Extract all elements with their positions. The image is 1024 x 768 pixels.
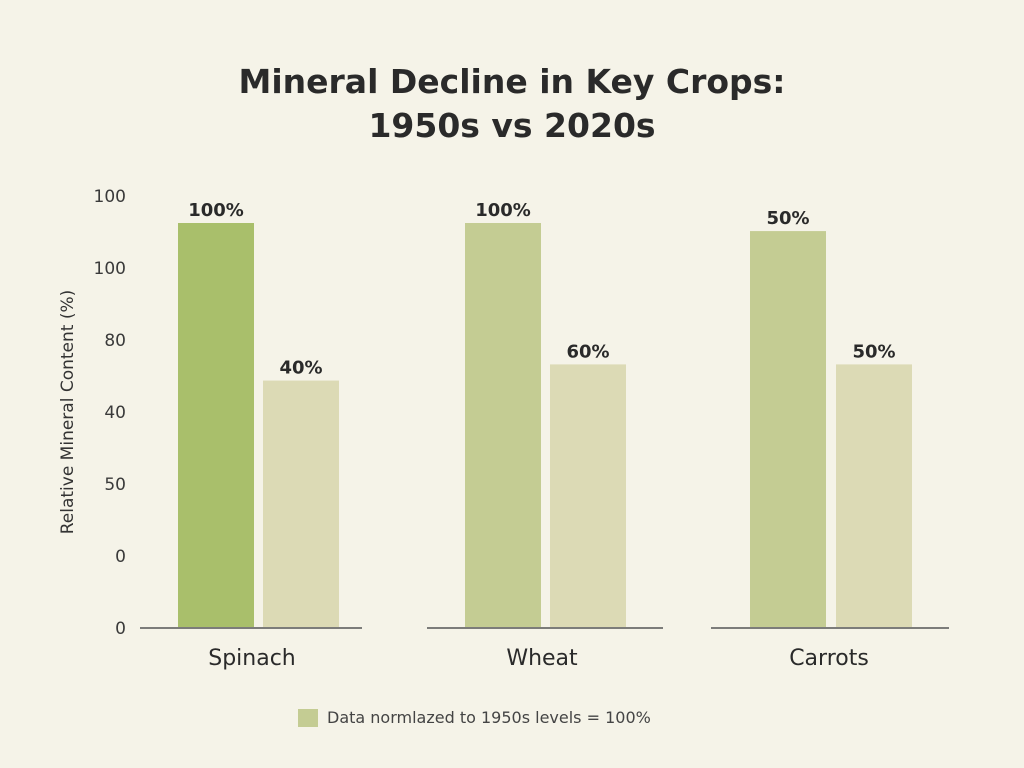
data-label-spinach-2020s: 40% [279,358,322,379]
y-tick-label: 40 [104,403,126,423]
data-label-wheat-1950s: 100% [475,200,531,221]
x-tick-label-spinach: Spinach [208,646,296,671]
data-label-carrots-1950s: 50% [766,208,809,229]
y-tick-label: 0 [115,619,126,639]
y-axis-label: Relative Mineral Content (%) [58,290,78,535]
bar-carrots-2020s [836,364,912,627]
legend-label: Data normlazed to 1950s levels = 100% [327,708,651,727]
data-label-spinach-1950s: 100% [188,200,244,221]
chart-title: Mineral Decline in Key Crops: 1950s vs 2… [0,60,1024,148]
bar-wheat-1950s [465,223,541,627]
data-label-carrots-2020s: 50% [852,341,895,362]
bar-spinach-2020s [263,380,339,627]
bar-spinach-1950s [178,223,254,627]
y-tick-label: 100 [94,187,126,207]
legend-swatch [298,708,318,727]
x-tick-label-carrots: Carrots [789,646,869,671]
y-tick-label: 0 [115,547,126,567]
y-tick-label: 80 [104,331,126,351]
legend: Data normlazed to 1950s levels = 100% [298,708,651,727]
chart-title-line-1: Mineral Decline in Key Crops: [238,62,786,101]
y-tick-label: 100 [94,259,126,279]
x-tick-label-wheat: Wheat [506,646,578,671]
y-tick-label: 50 [104,475,126,495]
bar-wheat-2020s [550,364,626,627]
chart-subtitle: 1950s vs 2020s [368,106,656,145]
data-label-wheat-2020s: 60% [566,341,609,362]
bar-carrots-1950s [750,231,826,627]
